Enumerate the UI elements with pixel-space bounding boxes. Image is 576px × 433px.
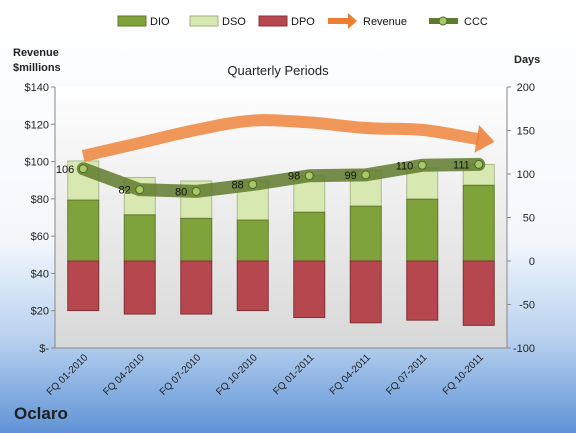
left-tick-label-4: $80 — [31, 194, 49, 206]
ccc-label-6: 110 — [396, 160, 414, 172]
chart-title: Quarterly Periods — [227, 63, 329, 78]
ccc-marker-1 — [135, 185, 145, 195]
left-tick-label-7: $140 — [25, 82, 49, 94]
bar-dio-6 — [406, 198, 439, 262]
legend-label-dpo: DPO — [291, 16, 315, 28]
bar-dio-7 — [462, 184, 495, 262]
company-name: Oclaro — [14, 404, 68, 423]
bar-dpo-6 — [406, 260, 439, 321]
bar-dpo-1 — [123, 260, 156, 315]
ccc-marker-3 — [248, 179, 258, 189]
legend-label-dso: DSO — [222, 16, 246, 28]
ccc-marker-0 — [78, 164, 88, 174]
legend-label-ccc: CCC — [464, 16, 488, 28]
ccc-label-4: 98 — [288, 171, 300, 183]
legend-label-revenue: Revenue — [363, 16, 407, 28]
legend-swatch-dpo — [258, 15, 288, 27]
bar-dpo-5 — [349, 260, 382, 324]
legend: DIO DSO DPO Revenue CCC — [117, 13, 488, 29]
bar-dio-1 — [123, 214, 156, 262]
ccc-label-0: 106 — [56, 164, 74, 176]
bar-dio-3 — [236, 219, 269, 262]
bar-dpo-4 — [293, 260, 326, 319]
right-tick-label-0: -100 — [513, 343, 535, 355]
ccc-line — [76, 157, 486, 198]
legend-swatch-dso — [189, 15, 219, 27]
bar-dpo-7 — [462, 260, 495, 326]
right-tick-label-4: 100 — [517, 169, 535, 181]
ccc-label-7: 111 — [453, 159, 470, 171]
ccc-label-3: 88 — [232, 179, 244, 191]
legend-arrow-revenue — [348, 13, 357, 29]
right-tick-label-1: -50 — [519, 300, 535, 312]
left-tick-label-5: $100 — [25, 157, 49, 169]
bar-dio-0 — [67, 199, 100, 262]
left-tick-label-1: $20 — [31, 306, 49, 318]
bar-dpo-2 — [180, 260, 213, 315]
ccc-label-1: 82 — [119, 185, 131, 197]
left-tick-label-6: $120 — [25, 119, 49, 131]
ccc-marker-5 — [361, 170, 371, 180]
bar-dio-4 — [293, 211, 326, 262]
ccc-marker-7 — [474, 159, 484, 169]
legend-swatch-revenue — [328, 18, 348, 24]
left-tick-label-3: $60 — [31, 231, 49, 243]
left-tick-label-0: $- — [39, 343, 49, 355]
legend-label-dio: DIO — [150, 16, 170, 28]
bar-dio-2 — [180, 217, 213, 262]
bar-dio-5 — [349, 205, 382, 262]
bar-dpo-3 — [236, 260, 269, 312]
revenue-arrowhead — [474, 125, 495, 153]
ccc-label-5: 99 — [345, 170, 357, 182]
ccc-marker-6 — [417, 160, 427, 170]
left-tick-label-2: $40 — [31, 268, 49, 280]
ccc-marker-2 — [191, 186, 201, 196]
right-tick-label-3: 50 — [523, 213, 535, 225]
ccc-label-2: 80 — [175, 186, 187, 198]
left-axis-label-line1: Revenue — [13, 47, 59, 59]
revenue-line — [81, 114, 480, 162]
ccc-marker-4 — [304, 171, 314, 181]
legend-swatch-dio — [117, 15, 147, 27]
ccc-layer: 106 82 80 88 98 99 110 111 — [56, 157, 486, 198]
right-tick-label-2: 0 — [529, 256, 535, 268]
right-tick-label-6: 200 — [517, 82, 535, 94]
left-axis-label-line2: $millions — [13, 62, 61, 74]
right-axis-label: Days — [514, 54, 540, 66]
bar-dpo-0 — [67, 260, 100, 312]
revenue-layer — [81, 114, 495, 162]
right-tick-label-5: 150 — [517, 126, 535, 138]
legend-marker-ccc — [438, 16, 448, 26]
